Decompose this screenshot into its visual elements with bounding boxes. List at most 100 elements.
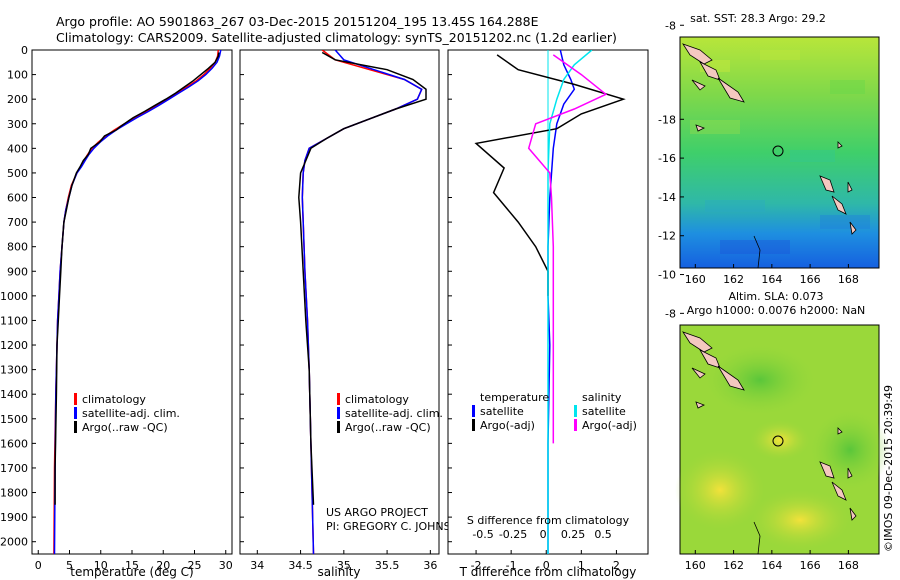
- legend-salinity-heading: salinity: [582, 391, 622, 404]
- t-argo-diff-line: [474, 54, 626, 296]
- sst-islands: [682, 43, 857, 235]
- legend-swatch-argo: [337, 421, 340, 433]
- legend-label-t-argo: Argo(-adj): [480, 419, 535, 432]
- sla-high-region-2: [750, 490, 850, 550]
- legend-swatch-t-argo: [472, 419, 475, 431]
- sla-low-region-2: [810, 410, 890, 490]
- depth-tick-label: 700: [7, 216, 28, 229]
- lon-tick-label: 168: [838, 273, 859, 286]
- salinity-xlabel: salinity: [317, 565, 360, 579]
- lat-tick-label: -12: [658, 230, 676, 243]
- x-tick-label: 35: [337, 559, 351, 572]
- lon-tick-label: 168: [838, 559, 859, 572]
- legend-label-s-argo: Argo(-adj): [582, 419, 637, 432]
- depth-tick-label: 1600: [0, 437, 28, 450]
- lon-tick-label: 162: [723, 559, 744, 572]
- project-line1: US ARGO PROJECT: [326, 506, 428, 519]
- depth-tick-label: 1300: [0, 364, 28, 377]
- lon-tick-label: 164: [761, 559, 782, 572]
- x-tick-label: 34.5: [288, 559, 313, 572]
- depth-axis: 0 100 200 300 400 500 600 700 800 900 1000 1100 1200…: [0, 44, 36, 549]
- s-satellite-diff-line: [547, 50, 593, 554]
- x-tick-label: 0: [35, 559, 42, 572]
- lat-tick-label: -8: [665, 307, 676, 320]
- legend-label-satellite: satellite-adj. clim.: [82, 407, 180, 420]
- temperature-axes-frame: [31, 49, 233, 555]
- x-tick-label: 30: [219, 559, 233, 572]
- depth-tick-label: 1700: [0, 462, 28, 475]
- legend-swatch-climatology: [337, 393, 340, 405]
- s-tick-label: 0.25: [561, 528, 586, 541]
- sst-argo-position: [772, 145, 784, 157]
- s-tick-label: 0.5: [594, 528, 612, 541]
- legend-label-s-satellite: satellite: [582, 405, 626, 418]
- salinity-depth-ticks: [240, 49, 244, 543]
- salinity-panel: 34 34.5 35 35.5 36 climatology satellite-adj…: [239, 49, 467, 579]
- temperature-legend: climatology satellite-adj. clim. Argo(..…: [74, 393, 180, 434]
- depth-tick-label: 500: [7, 167, 28, 180]
- x-tick-label: 2: [613, 559, 620, 572]
- x-tick-label: 36: [423, 559, 437, 572]
- lon-tick-label: 164: [761, 273, 782, 286]
- s-tick-label: -0.5: [472, 528, 493, 541]
- depth-tick-label: 1100: [0, 314, 28, 327]
- lon-tick-label: 166: [800, 559, 821, 572]
- sla-high-region-3: [750, 420, 810, 460]
- x-tick-label: 5: [66, 559, 73, 572]
- t-difference-xlabel: T difference from climatology: [459, 565, 637, 579]
- salinity-legend: climatology satellite-adj. clim. Argo(..…: [337, 393, 443, 434]
- header-line1: Argo profile: AO 5901863_267 03-Dec-2015…: [56, 14, 539, 29]
- legend-swatch-s-satellite: [574, 405, 577, 417]
- difference-x-axis: -2 -1 0 1 2: [471, 550, 620, 572]
- x-tick-label: 34: [250, 559, 264, 572]
- difference-legend: temperature satellite Argo(-adj) salinit…: [472, 391, 637, 432]
- lon-tick-label: 160: [685, 273, 706, 286]
- lon-tick-label: 166: [800, 273, 821, 286]
- depth-tick-label: 400: [7, 142, 28, 155]
- legend-swatch-climatology: [74, 393, 77, 405]
- s-tick-label: -0.25: [499, 528, 527, 541]
- sst-map-title: sat. SST: 28.3 Argo: 29.2: [690, 12, 826, 25]
- x-tick-label: 35.5: [375, 559, 400, 572]
- depth-tick-label: 300: [7, 118, 28, 131]
- legend-label-satellite: satellite-adj. clim.: [345, 407, 443, 420]
- project-line2: PI: GREGORY C. JOHNSON: [326, 520, 467, 533]
- salinity-argo-line: [298, 51, 427, 505]
- temperature-argo-line: [54, 52, 220, 505]
- legend-swatch-satellite: [337, 407, 340, 419]
- s-difference-label: S difference from climatology: [467, 514, 630, 527]
- credit-text: ©IMOS 09-Dec-2015 20:39:49: [882, 385, 895, 552]
- depth-tick-label: 1400: [0, 388, 28, 401]
- depth-tick-label: 200: [7, 93, 28, 106]
- depth-tick-label: 1900: [0, 511, 28, 524]
- t-satellite-diff-line: [547, 50, 576, 554]
- temperature-xlabel: temperature (deg C): [70, 565, 193, 579]
- depth-tick-label: 600: [7, 192, 28, 205]
- sla-map-title-2: Argo h1000: 0.0076 h2000: NaN: [687, 304, 866, 317]
- lat-tick-label: -14: [658, 191, 676, 204]
- legend-swatch-s-argo: [574, 419, 577, 431]
- x-tick-label: -2: [471, 559, 482, 572]
- depth-tick-label: 1500: [0, 413, 28, 426]
- lat-tick-label: -8: [665, 19, 676, 32]
- depth-tick-label: 2000: [0, 536, 28, 549]
- legend-label-argo: Argo(..raw -QC): [345, 421, 431, 434]
- x-tick-label: 0: [543, 559, 550, 572]
- depth-tick-label: 900: [7, 265, 28, 278]
- legend-label-t-satellite: satellite: [480, 405, 524, 418]
- sla-high-region: [675, 450, 765, 530]
- x-tick-label: 25: [188, 559, 202, 572]
- legend-label-climatology: climatology: [82, 393, 146, 406]
- x-tick-label: -1: [506, 559, 517, 572]
- s-tick-label: 0: [540, 528, 547, 541]
- sst-map: sat. SST: 28.3 Argo: 29.2 -8-10-12-14-16…: [665, 12, 880, 286]
- sst-coastline: [753, 235, 761, 269]
- header-line2: Climatology: CARS2009. Satellite-adjuste…: [56, 30, 617, 45]
- difference-depth-ticks: [448, 49, 452, 543]
- difference-panel: -2 -1 0 1 2 temperature satellite Argo(-adj)…: [447, 49, 649, 579]
- s-difference-ticks: -0.5 -0.25 0 0.25 0.5: [472, 528, 611, 541]
- legend-swatch-satellite: [74, 407, 77, 419]
- x-tick-label: 20: [156, 559, 170, 572]
